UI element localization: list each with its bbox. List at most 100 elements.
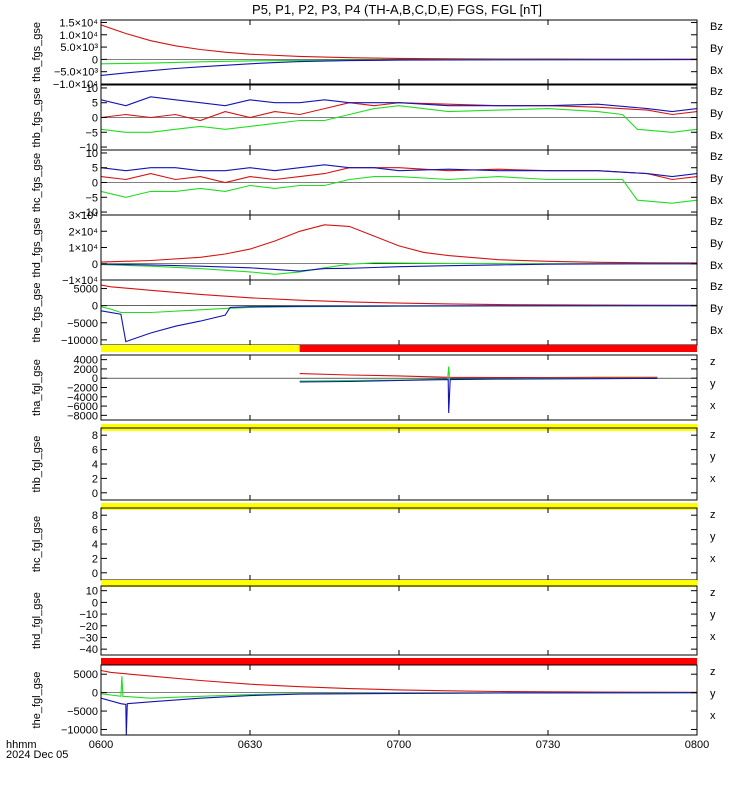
series-z-line [299, 373, 658, 379]
legend-x: x [710, 400, 716, 412]
legend-Bx: Bx [710, 195, 723, 207]
legend-z: z [710, 509, 716, 521]
y-tick-label: 1.0×10⁴ [59, 30, 98, 42]
panel-frame [100, 19, 698, 85]
y-tick-label: 5000 [74, 669, 98, 681]
y-axis-label: the_fgl_gse [31, 672, 43, 729]
y-tick-label: 5 [92, 98, 98, 110]
status-bar-segment [101, 345, 300, 352]
status-bar-segment [299, 345, 697, 352]
x-axis-date: 2024 Dec 05 [6, 749, 68, 761]
y-tick-label: 10 [86, 586, 98, 598]
panel-thb_fgl_gse: 8 6 4 2 0 thb_fgl_gse zyx [31, 424, 716, 501]
x-tick-label: 0630 [238, 739, 262, 751]
y-tick-label: −40 [79, 644, 98, 656]
y-tick-label: −10 [79, 207, 98, 219]
y-tick-label: 0 [92, 373, 98, 385]
legend-y: y [710, 378, 716, 390]
y-tick-label: 2000 [74, 364, 98, 376]
series-By-line [101, 305, 697, 314]
series-Bx-line [101, 96, 697, 113]
legend-Bx: Bx [710, 260, 723, 272]
y-tick-label: −10 [79, 609, 98, 621]
legend-By: By [710, 303, 723, 315]
y-tick-label: 2×10⁴ [68, 226, 98, 238]
x-tick-label: 0700 [387, 739, 411, 751]
legend-By: By [710, 43, 723, 55]
legend-z: z [710, 587, 716, 599]
y-tick-label: −6000 [67, 401, 98, 413]
y-tick-label: 0 [92, 568, 98, 580]
y-tick-label: 5.0×10³ [60, 42, 98, 54]
series-Bz-line [101, 102, 697, 122]
y-tick-label: −10000 [61, 335, 98, 347]
legend-z: z [710, 356, 716, 368]
panel-frame [100, 664, 698, 736]
series-Bz-line [101, 284, 697, 306]
panel-frame [100, 214, 698, 281]
y-axis-label: thc_fgs_gse [31, 153, 43, 212]
y-tick-label: 3×10⁴ [68, 210, 98, 222]
y-axis-label: tha_fgl_gse [31, 359, 43, 416]
plot-title: P5, P1, P2, P3, P4 (TH-A,B,C,D,E) FGS, F… [252, 2, 542, 17]
y-axis-label: thd_fgl_gse [31, 592, 43, 649]
y-tick-label: 4 [92, 539, 98, 551]
y-tick-label: 4000 [74, 355, 98, 367]
series-x-line [299, 377, 658, 414]
legend-z: z [710, 429, 716, 441]
panel-frame [100, 585, 698, 656]
x-axis: hhmm 2024 Dec 05 0600 0630 0700 0730 0800 [6, 739, 709, 761]
y-tick-label: 10 [86, 83, 98, 95]
y-tick-label: 1.5×10⁴ [59, 17, 98, 29]
series-Bx-line [101, 263, 697, 272]
series-x-line [101, 692, 697, 735]
series-Bz-line [101, 24, 697, 60]
legend-By: By [710, 238, 723, 250]
legend-Bz: Bz [710, 216, 723, 228]
y-tick-label: 0 [92, 597, 98, 609]
panel-thd_fgl_gse: 100−10−20−30−40 thd_fgl_gse zyx [31, 580, 716, 656]
y-tick-label: −4000 [67, 392, 98, 404]
panel-thb_fgs_gse: 10 5 0 −5 −10 thb_fgs_gse Bz By Bx [31, 83, 723, 154]
panel-frame [100, 279, 698, 346]
legend-y: y [710, 531, 716, 543]
y-tick-label: −1×10⁴ [62, 275, 98, 287]
series-Bx-line [101, 305, 697, 343]
y-tick-label: −20 [79, 621, 98, 633]
y-tick-label: 0 [92, 113, 98, 125]
y-axis-label: thc_fgl_gse [31, 516, 43, 572]
y-tick-label: −10 [79, 142, 98, 154]
y-tick-label: 10 [86, 148, 98, 160]
legend-y: y [710, 451, 716, 463]
y-tick-label: −2000 [67, 383, 98, 395]
x-tick-label: 0800 [685, 739, 709, 751]
y-tick-label: −5000 [67, 706, 98, 718]
series-Bz-line [101, 224, 697, 264]
panel-frame [100, 507, 698, 581]
legend-x: x [710, 710, 716, 722]
legend-y: y [710, 688, 716, 700]
legend-Bx: Bx [710, 65, 723, 77]
legend-By: By [710, 108, 723, 120]
y-axis-label: thb_fgs_gse [31, 88, 43, 148]
panels: 1.5×10⁴1.0×10⁴5.0×10³0−5.0×10³−1.0×10⁴th… [31, 17, 723, 736]
y-tick-label: −10000 [61, 724, 98, 736]
panel-thc_fgs_gse: 10 5 0 −5 −10 thc_fgs_gse Bz By Bx [31, 148, 723, 219]
series-Bx-line [101, 164, 697, 178]
y-tick-label: 0 [92, 688, 98, 700]
panel-frame [100, 427, 698, 501]
y-tick-label: 8 [92, 510, 98, 522]
series-By-line [101, 176, 697, 204]
y-tick-label: 6 [92, 525, 98, 537]
series-By-line [101, 105, 697, 133]
y-tick-label: 8 [92, 430, 98, 442]
y-tick-label: 5 [92, 163, 98, 175]
y-tick-label: 0 [92, 54, 98, 66]
y-tick-label: −1.0×10⁴ [53, 79, 98, 91]
legend-Bz: Bz [710, 151, 723, 163]
series-Bx-line [101, 59, 697, 76]
panel-thc_fgl_gse: 8 6 4 2 0 thc_fgl_gse zyx [31, 503, 716, 581]
legend-Bz: Bz [710, 281, 723, 293]
